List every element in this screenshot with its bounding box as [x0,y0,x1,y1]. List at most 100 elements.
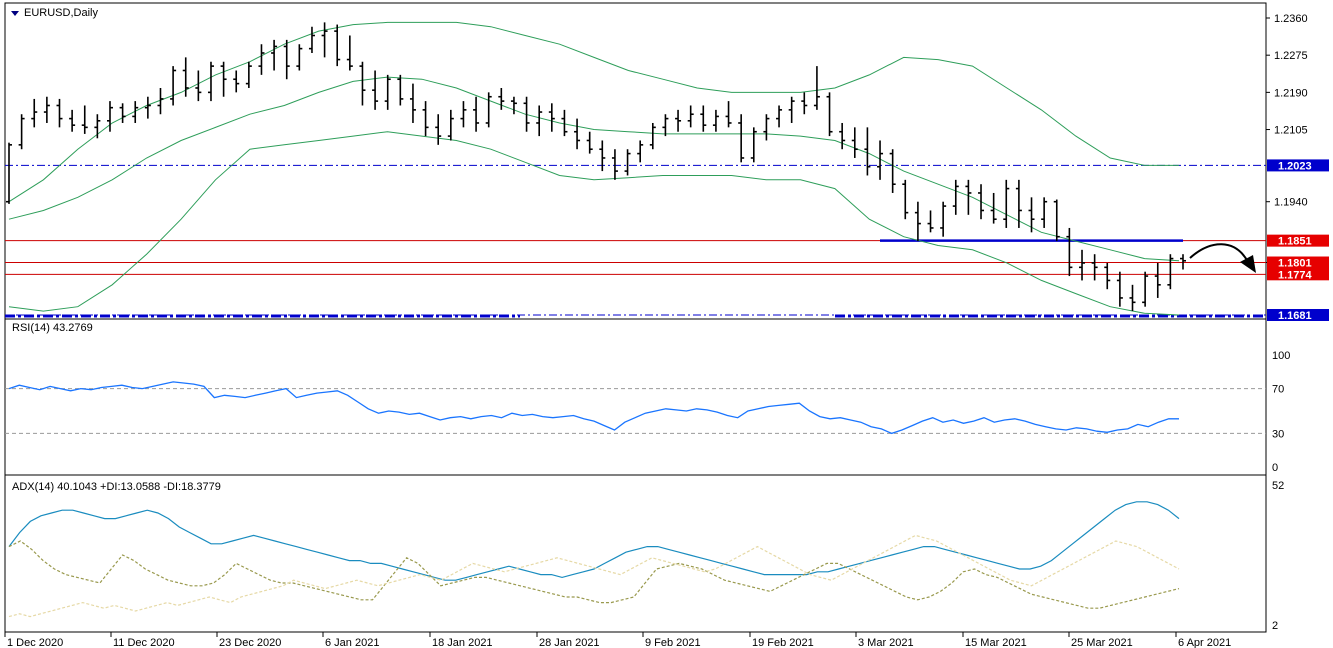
level-label-text: 1.2023 [1278,160,1312,172]
level-label-text: 1.1681 [1278,310,1312,322]
ohlc-bar [94,114,101,139]
ohlc-bar [965,179,972,215]
rsi-panel-frame [4,318,1267,476]
ohlc-bar [978,184,985,220]
ohlc-bar [119,103,126,123]
ohlc-bar [586,131,593,154]
ohlc-bar [548,103,555,132]
ohlc-bar [1154,262,1161,298]
ohlc-bar [1028,197,1035,233]
ohlc-bar [952,179,959,215]
ohlc-bar [397,74,404,106]
price-y-tick-label: 1.1940 [1274,197,1308,209]
ohlc-bar [283,39,290,80]
ohlc-bar [271,39,278,71]
ohlc-bar [776,105,783,128]
ohlc-bar [750,127,757,163]
rsi-line [8,381,1179,435]
ohlc-bar [839,122,846,150]
ohlc-bar [927,210,934,233]
ohlc-bar [637,140,644,163]
x-tick-label: 6 Apr 2021 [1178,637,1231,648]
x-tick-label: 25 Mar 2021 [1071,637,1133,648]
ohlc-bar [157,87,164,115]
ohlc-bar [220,61,227,97]
ohlc-bar [1041,197,1048,228]
ohlc-bar [485,92,492,128]
ohlc-bar [1116,271,1123,307]
ohlc-bar [473,96,480,132]
ohlc-bar [1079,249,1086,281]
ohlc-bar [195,70,202,102]
adx-panel-frame [4,474,1267,633]
ohlc-bar [498,87,505,110]
rsi-y-tick-label: 0 [1272,462,1278,474]
ohlc-bar [1015,179,1022,228]
ohlc-bar [889,149,896,193]
level-label-text: 1.1774 [1278,269,1313,281]
ohlc-bar [536,105,543,137]
ohlc-bar [864,127,871,176]
ohlc-bar [372,70,379,110]
ohlc-bar [308,26,315,53]
ohlc-bar [1104,262,1111,290]
ohlc-bar [990,192,997,224]
ohlc-bar [523,96,530,132]
x-tick-label: 19 Feb 2021 [752,637,814,648]
price-y-tick-label: 1.2275 [1274,50,1308,62]
ohlc-bar [447,109,454,141]
ohlc-bar [561,109,568,137]
ohlc-bar [510,96,517,115]
ohlc-bar [132,101,139,123]
bollinger-middle-band [8,76,1180,262]
projection-arrow-head [1240,255,1256,273]
ohlc-bar [1167,254,1174,290]
ohlc-bar [321,22,328,58]
x-tick-label: 6 Jan 2021 [325,637,379,648]
rsi-y-tick-label: 100 [1272,350,1290,362]
ohlc-bar [649,122,656,150]
adx-series-adx [8,501,1180,581]
level-label-box [1267,309,1329,321]
x-tick-label: 11 Dec 2020 [113,637,175,648]
ohlc-bar [106,101,113,132]
ohlc-bar [182,57,189,97]
level-label-box [1267,268,1329,281]
bollinger-upper-band [8,21,1179,203]
symbol-dropdown-icon[interactable] [11,11,19,16]
rsi-y-tick-label: 70 [1272,384,1284,396]
ohlc-bar [700,105,707,132]
rsi-layer [5,381,1266,435]
adx-y-tick-label: 52 [1272,480,1284,492]
ohlc-bar [460,101,467,128]
ohlc-bar [611,149,618,180]
ohlc-bar [725,101,732,128]
ohlc-bar [574,118,581,150]
ohlc-bar [346,35,353,71]
ohlc-bar [233,70,240,93]
ohlc-bar [258,44,265,75]
ohlc-bar [81,105,88,134]
projection-arrow-curve [1189,243,1249,263]
x-tick-label: 23 Dec 2020 [219,637,281,648]
x-tick-label: 28 Jan 2021 [539,637,600,648]
ohlc-bar [662,114,669,137]
x-tick-label: 9 Feb 2021 [645,637,701,648]
adx-panel-title: ADX(14) 40.1043 +DI:13.0588 -DI:18.3779 [12,481,221,493]
ohlc-bar [940,201,947,237]
ohlc-bar [851,127,858,158]
ohlc-bar [1180,254,1186,270]
ohlc-bar [763,114,770,141]
ohlc-bar [788,96,795,123]
ohlc-bar [296,44,303,71]
ohlc-bar [1066,227,1073,277]
rsi-y-tick-label: 30 [1272,428,1284,440]
ohlc-bar [599,140,606,172]
price-layer [5,21,1266,318]
x-tick-label: 18 Jan 2021 [432,637,493,648]
x-tick-label: 1 Dec 2020 [7,637,63,648]
price-panel-frame [4,2,1267,320]
price-panel-title: EURUSD,Daily [24,7,98,19]
ohlc-bar [1053,199,1060,242]
